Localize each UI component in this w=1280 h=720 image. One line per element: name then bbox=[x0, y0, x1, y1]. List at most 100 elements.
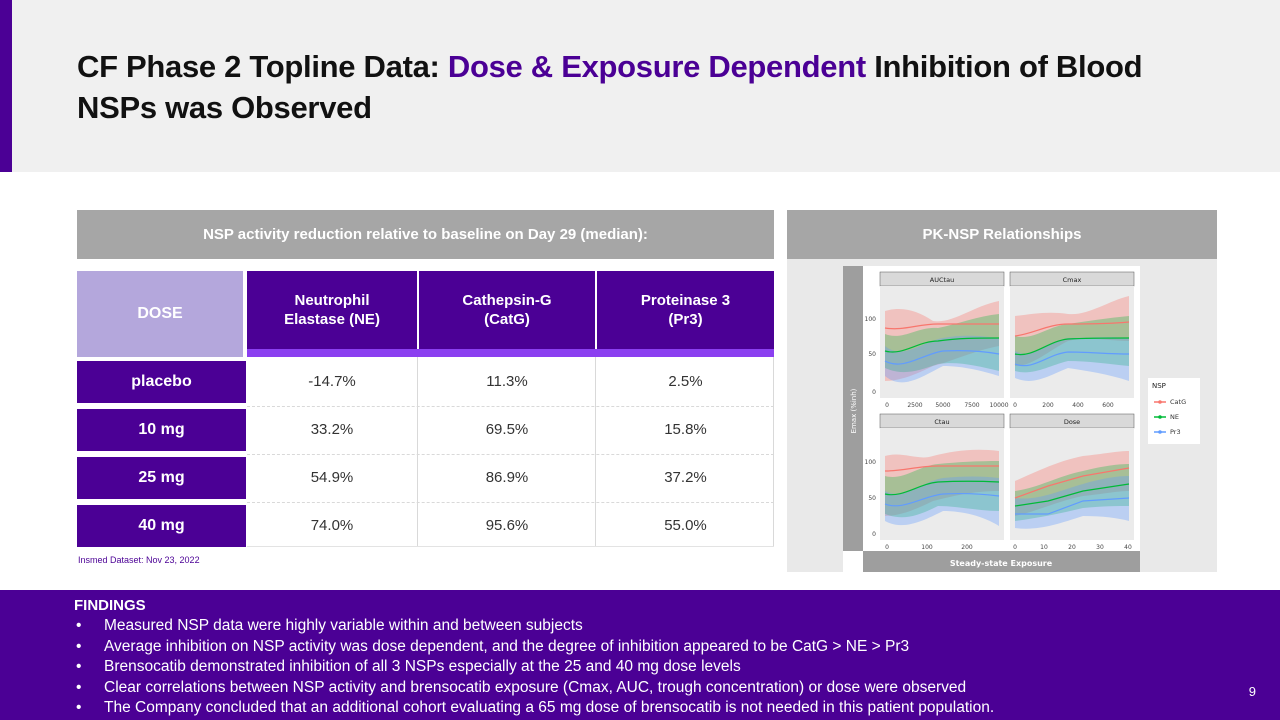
header-accent-strip bbox=[247, 349, 774, 357]
ne-line bbox=[1014, 483, 1130, 507]
findings-list: Measured NSP data were highly variable w… bbox=[74, 616, 1224, 719]
dose-column-header: DOSE bbox=[77, 271, 243, 357]
findings-item: Brensocatib demonstrated inhibition of a… bbox=[74, 657, 1224, 678]
ne-band bbox=[885, 461, 999, 518]
pr3-line bbox=[884, 350, 1000, 365]
dose-cell: 10 mg bbox=[77, 409, 246, 451]
y-label-strip bbox=[843, 266, 863, 551]
row-divider bbox=[247, 454, 774, 455]
facet-label-auctau: AUCtau bbox=[930, 276, 954, 284]
pk-heading: PK-NSP Relationships bbox=[787, 210, 1217, 259]
pr3-line bbox=[1015, 497, 1130, 515]
y-tick-label: 0 bbox=[872, 531, 876, 538]
column-divider bbox=[773, 357, 774, 547]
facet-panel bbox=[880, 286, 1004, 398]
x-tick-label: 200 bbox=[961, 544, 973, 551]
x-tick-label: 400 bbox=[1072, 402, 1084, 409]
catg-value: 11.3% bbox=[486, 372, 528, 390]
legend-label-pr3: Pr3 bbox=[1170, 428, 1181, 436]
dose-cell: placebo bbox=[77, 361, 246, 403]
x-tick-label: 2500 bbox=[907, 402, 922, 409]
catg-header-line1: Cathepsin-G bbox=[462, 292, 552, 309]
legend-title: NSP bbox=[1152, 382, 1166, 390]
ne-value: 33.2% bbox=[310, 420, 354, 438]
findings-item: Clear correlations between NSP activity … bbox=[74, 678, 1224, 699]
ne-line bbox=[884, 480, 1000, 496]
y-tick-label: 50 bbox=[868, 495, 876, 502]
pr3-value: 2.5% bbox=[668, 372, 703, 390]
catg-value: 69.5% bbox=[485, 420, 529, 438]
row-divider bbox=[247, 502, 774, 503]
x-tick-label: 0 bbox=[885, 402, 889, 409]
accent-bar bbox=[0, 0, 12, 172]
ne-value: 54.9% bbox=[310, 468, 354, 486]
facet-panel bbox=[1010, 286, 1134, 398]
legend-point-ne bbox=[1158, 415, 1162, 419]
pr3-header-line1: Proteinase 3 bbox=[640, 292, 731, 309]
title-part-1: CF Phase 2 Topline Data: bbox=[77, 49, 448, 84]
catg-band bbox=[1015, 451, 1129, 516]
catg-value: 86.9% bbox=[485, 468, 529, 486]
pr3-header-line2: (Pr3) bbox=[668, 311, 703, 328]
findings-panel: FINDINGS Measured NSP data were highly v… bbox=[0, 590, 1280, 720]
ne-band bbox=[1015, 464, 1129, 521]
x-tick-label: 5000 bbox=[935, 402, 950, 409]
facet-panel bbox=[1010, 428, 1134, 540]
legend-box bbox=[1148, 378, 1200, 444]
title-accent: Dose & Exposure Dependent bbox=[447, 49, 866, 84]
y-tick-label: 0 bbox=[872, 389, 876, 396]
legend-point-catg bbox=[1158, 400, 1162, 404]
pr3-line bbox=[1014, 351, 1130, 367]
legend-point-pr3 bbox=[1158, 430, 1162, 434]
ne-line bbox=[1014, 337, 1130, 356]
dose-cell: 25 mg bbox=[77, 457, 246, 499]
page-number: 9 bbox=[1248, 684, 1256, 699]
catg-line bbox=[1014, 321, 1130, 337]
ne-header-line2: Elastase (NE) bbox=[284, 311, 380, 328]
catg-band bbox=[1015, 296, 1129, 366]
facet-label-dose: Dose bbox=[1064, 418, 1080, 426]
findings-item: Measured NSP data were highly variable w… bbox=[74, 616, 1224, 637]
catg-header-line2: (CatG) bbox=[484, 311, 530, 328]
facet-label-ctau: Ctau bbox=[934, 418, 949, 426]
catg-line bbox=[884, 465, 999, 472]
y-axis-label: Emax (%inh) bbox=[850, 388, 858, 433]
row-divider bbox=[247, 406, 774, 407]
pk-nsp-plot: Emax (%inh) Steady-state Exposure AUCtau… bbox=[843, 266, 1140, 572]
pr3-band bbox=[885, 476, 999, 526]
pr3-value: 37.2% bbox=[664, 468, 707, 486]
row-divider bbox=[247, 546, 774, 547]
pr3-column-header: Proteinase 3 (Pr3) bbox=[597, 271, 774, 349]
y-tick-label: 50 bbox=[868, 351, 876, 358]
ne-value: -14.7% bbox=[308, 372, 356, 390]
ne-line bbox=[884, 337, 1000, 353]
slide-title: CF Phase 2 Topline Data: Dose & Exposure… bbox=[77, 46, 1177, 128]
ne-band bbox=[1015, 316, 1129, 373]
x-tick-label: 10000 bbox=[989, 402, 1008, 409]
findings-title: FINDINGS bbox=[74, 597, 146, 614]
catg-value: 95.6% bbox=[485, 516, 529, 534]
column-divider bbox=[595, 357, 596, 547]
pr3-value: 55.0% bbox=[664, 516, 707, 534]
x-tick-label: 20 bbox=[1068, 544, 1076, 551]
x-axis-label: Steady-state Exposure bbox=[950, 559, 1053, 568]
pr3-band bbox=[1015, 476, 1129, 529]
x-tick-label: 100 bbox=[921, 544, 933, 551]
dose-cell: 40 mg bbox=[77, 505, 246, 547]
ne-value: 74.0% bbox=[310, 516, 354, 534]
y-tick-label: 100 bbox=[865, 459, 877, 466]
table-heading: NSP activity reduction relative to basel… bbox=[77, 210, 774, 259]
x-tick-label: 0 bbox=[885, 544, 889, 551]
x-tick-label: 30 bbox=[1096, 544, 1104, 551]
ne-header-line1: Neutrophil bbox=[294, 292, 370, 309]
catg-line bbox=[884, 323, 999, 330]
y-tick-label: 100 bbox=[865, 316, 877, 323]
legend-label-ne: NE bbox=[1170, 413, 1179, 421]
dataset-footnote: Insmed Dataset: Nov 23, 2022 bbox=[78, 555, 200, 565]
x-tick-label: 0 bbox=[1013, 544, 1017, 551]
pr3-line bbox=[884, 493, 1000, 507]
x-tick-label: 10 bbox=[1040, 544, 1048, 551]
catg-line bbox=[1014, 467, 1130, 499]
findings-item: The Company concluded that an additional… bbox=[74, 698, 1224, 719]
